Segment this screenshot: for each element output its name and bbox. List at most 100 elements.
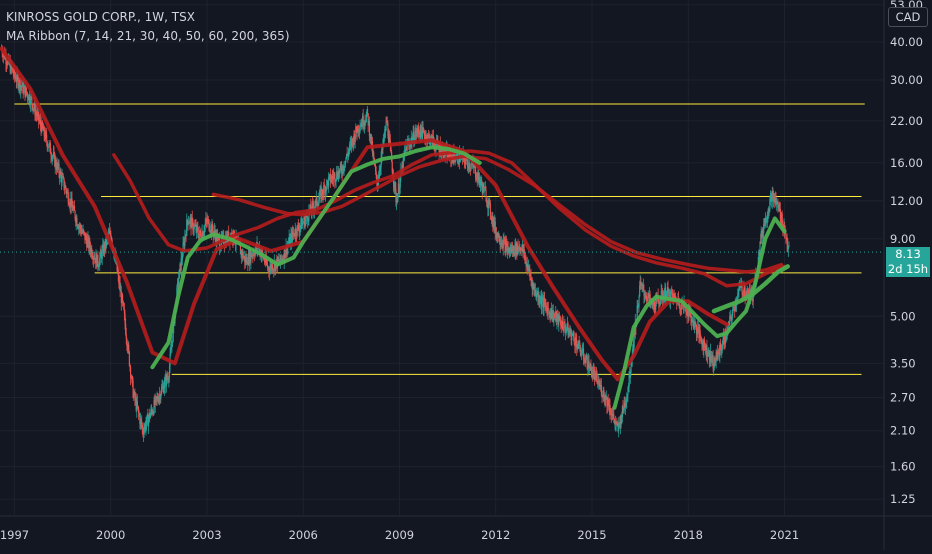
candle-body-down (281, 259, 283, 261)
candle-body-down (716, 352, 718, 359)
candle-body-down (352, 139, 354, 145)
candle-body-down (667, 286, 669, 293)
candle-body-down (97, 255, 99, 267)
candle-body-down (294, 235, 296, 237)
candle-body-up (273, 268, 275, 270)
candle-body-up (156, 397, 158, 399)
candle-body-up (637, 306, 640, 308)
candle-body-up (396, 200, 398, 203)
candle-body-down (775, 198, 777, 205)
candle-body-down (569, 331, 571, 334)
candle-body-down (296, 235, 298, 236)
candle-body-up (587, 361, 590, 369)
candle-body-down (700, 337, 702, 344)
candle-body-down (560, 320, 562, 326)
candle-body-up (32, 108, 34, 110)
candle-body-up (758, 251, 760, 263)
candle-body-down (73, 205, 76, 211)
candle-body-up (653, 301, 655, 307)
candle-body-up (133, 391, 135, 394)
candle-body-down (448, 156, 450, 158)
candle-body-down (422, 127, 424, 131)
candle-body-up (22, 82, 24, 87)
candle-body-up (607, 398, 609, 407)
candle-body-down (206, 220, 208, 222)
candle-body-down (763, 224, 765, 226)
candle-body-up (33, 107, 35, 109)
candle-body-up (425, 135, 427, 137)
candle-body-down (768, 208, 770, 211)
candle-body-up (39, 119, 41, 121)
candle-body-down (428, 135, 430, 137)
candle-body-up (539, 301, 541, 303)
candle-body-up (715, 361, 717, 363)
candle-body-up (170, 347, 172, 350)
candle-body-up (510, 247, 512, 251)
candle-body-down (555, 311, 557, 322)
candle-body-down (293, 232, 295, 236)
candle-body-up (597, 383, 599, 385)
candle-body-down (291, 233, 293, 243)
candle-body-up (358, 130, 360, 132)
candle-body-down (197, 227, 199, 234)
candle-body-up (627, 387, 629, 396)
candle-body-up (355, 126, 357, 137)
candle-body-up (161, 386, 163, 389)
candle-body-up (179, 263, 181, 270)
candle-body-up (752, 296, 754, 302)
candle-body-up (713, 367, 715, 369)
candle-body-up (184, 234, 187, 237)
candle-body-up (669, 292, 672, 302)
candle-body-down (616, 421, 618, 425)
candle-body-down (623, 409, 625, 411)
candle-body-up (102, 244, 104, 249)
candle-body-up (595, 373, 597, 374)
candle-body-up (160, 394, 162, 400)
currency-label[interactable]: CAD (888, 7, 928, 27)
candle-body-up (694, 321, 696, 326)
indicator-title[interactable]: MA Ribbon (7, 14, 21, 30, 40, 50, 60, 20… (6, 29, 290, 43)
candle-body-up (566, 329, 568, 331)
candle-body-down (386, 121, 388, 123)
candle-body-up (459, 160, 461, 163)
candle-body-up (486, 202, 488, 204)
candle-body-down (442, 146, 444, 157)
candle-body-down (317, 204, 319, 206)
candle-body-down (484, 187, 486, 191)
candle-body-down (557, 314, 559, 325)
candle-body-up (243, 256, 245, 258)
candle-body-down (741, 284, 743, 295)
candle-body-down (117, 272, 119, 275)
candle-body-down (34, 103, 36, 116)
candle-body-up (558, 315, 560, 325)
symbol-title[interactable]: KINROSS GOLD CORP., 1W, TSX (6, 10, 195, 24)
candle-body-down (523, 249, 525, 258)
candle-body-up (568, 330, 570, 335)
candle-body-up (441, 148, 443, 155)
candle-body-down (698, 326, 700, 339)
candle-body-down (155, 396, 158, 399)
price-axis[interactable]: 53.00 40.00 30.00 22.00 16.00 12.00 9.00 5.00 3.… (890, 0, 923, 506)
candle-body-down (59, 173, 61, 179)
candle-body-up (721, 347, 723, 351)
time-axis[interactable]: 1997 2000 2003 2006 2009 2012 2015 2018 2021 (0, 528, 799, 542)
candle-body-up (57, 163, 59, 168)
candle-body-up (563, 321, 565, 331)
candle-body-up (618, 422, 620, 432)
candle-body-down (473, 164, 475, 168)
candle-body-down (122, 301, 124, 304)
candle-body-down (181, 257, 183, 260)
candle-body-down (558, 315, 561, 321)
candle-body-up (492, 218, 495, 227)
candle-body-down (6, 63, 8, 65)
candle-body-down (634, 333, 636, 335)
candle-body-down (46, 141, 48, 148)
candle-body-down (598, 380, 600, 385)
candle-body-up (251, 255, 253, 257)
candle-body-up (150, 409, 152, 415)
candle-body-down (49, 143, 51, 154)
candle-body-down (690, 312, 692, 318)
candle-body-up (359, 126, 361, 132)
